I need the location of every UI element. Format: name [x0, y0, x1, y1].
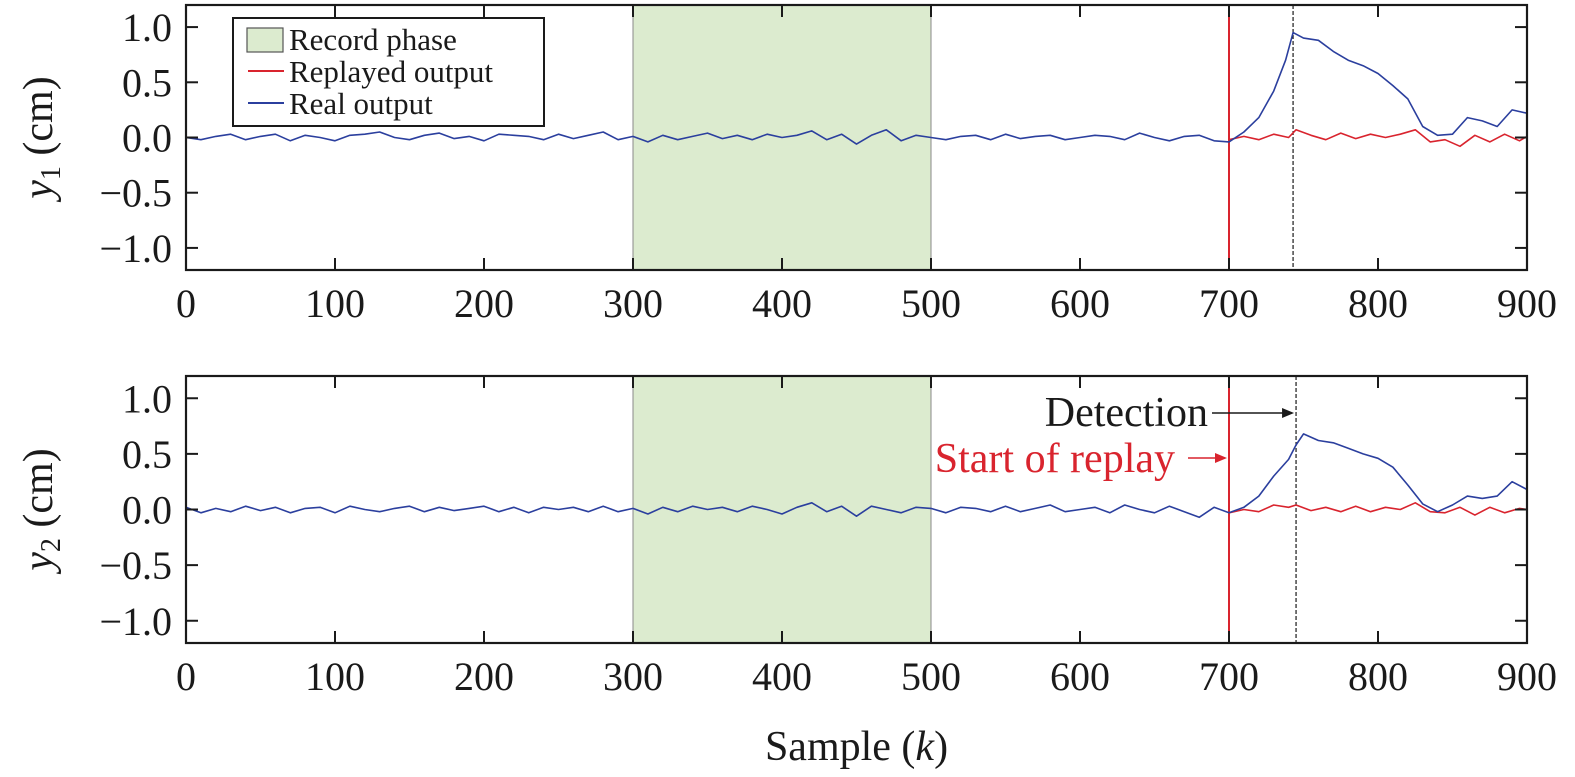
x-tick-label: 500	[901, 281, 961, 326]
y-axis-title-sub: 1	[36, 166, 67, 180]
x-tick-label: 0	[176, 654, 196, 699]
y-axis-title-var: y	[16, 552, 62, 575]
y-tick-label: 1.0	[122, 5, 172, 50]
annotation-start-of-replay: Start of replay	[935, 436, 1175, 482]
y-tick-label: −0.5	[99, 543, 172, 588]
y-tick-label: 0.5	[122, 432, 172, 477]
x-tick-label: 200	[454, 654, 514, 699]
x-tick-label: 900	[1497, 281, 1557, 326]
x-tick-label: 800	[1348, 654, 1408, 699]
series-line-real-output	[185, 31, 1528, 145]
y-axis-title-unit: (cm)	[16, 76, 62, 166]
legend-label: Record phase	[289, 22, 457, 57]
y-axis-title: y2 (cm)	[16, 448, 67, 574]
y-axis-title: y1 (cm)	[16, 76, 67, 202]
x-axis-title-pre: Sample (	[765, 724, 915, 770]
x-tick-label: 300	[603, 654, 663, 699]
x-tick-label: 100	[305, 654, 365, 699]
y-tick-label: 1.0	[122, 376, 172, 421]
x-tick-label: 800	[1348, 281, 1408, 326]
x-tick-label: 100	[305, 281, 365, 326]
x-tick-label: 700	[1199, 654, 1259, 699]
x-tick-label: 600	[1050, 281, 1110, 326]
series-line-replayed-output	[1228, 502, 1528, 516]
x-axis-title-post: )	[934, 724, 948, 770]
y-axis-title-sub: 2	[36, 538, 67, 552]
series-line-real-output	[185, 433, 1528, 519]
x-tick-label: 500	[901, 654, 961, 699]
legend-box	[232, 17, 545, 127]
top-panel: 0 100 200 300 400 500 600 700 800 900 1.0 0.5 0.0 −0.…	[16, 3, 1557, 326]
legend-swatch-record	[246, 27, 284, 53]
x-tick-label: 200	[454, 281, 514, 326]
annotation-detection: Detection	[1045, 390, 1208, 436]
y-tick-label: 0.0	[122, 116, 172, 161]
legend-label: Replayed output	[289, 54, 493, 89]
x-tick-label: 400	[752, 654, 812, 699]
y-tick-label: 0.0	[122, 488, 172, 533]
y-tick-label: −1.0	[99, 599, 172, 644]
y-axis-title-var: y	[16, 180, 62, 203]
annotation-detection-arrowhead	[1282, 408, 1295, 418]
x-tick-label: 600	[1050, 654, 1110, 699]
bottom-panel: 0 100 200 300 400 500 600 700 800 900 1.0 0.5 0.0 −0.…	[16, 374, 1557, 770]
x-axis-title: Sample (k)	[765, 724, 948, 770]
x-tick-label: 0	[176, 281, 196, 326]
x-tick-label: 700	[1199, 281, 1259, 326]
annotation-replay-arrowhead	[1215, 453, 1227, 463]
series-line-replayed-output	[1228, 129, 1528, 148]
legend-label: Real output	[289, 86, 433, 121]
x-tick-label: 900	[1497, 654, 1557, 699]
y-axis-title-unit: (cm)	[16, 448, 62, 538]
x-tick-label: 300	[603, 281, 663, 326]
y-tick-label: 0.5	[122, 60, 172, 105]
y-tick-label: −0.5	[99, 171, 172, 216]
x-tick-label: 400	[752, 281, 812, 326]
x-axis-title-var: k	[915, 724, 935, 770]
y-tick-label: −1.0	[99, 226, 172, 271]
